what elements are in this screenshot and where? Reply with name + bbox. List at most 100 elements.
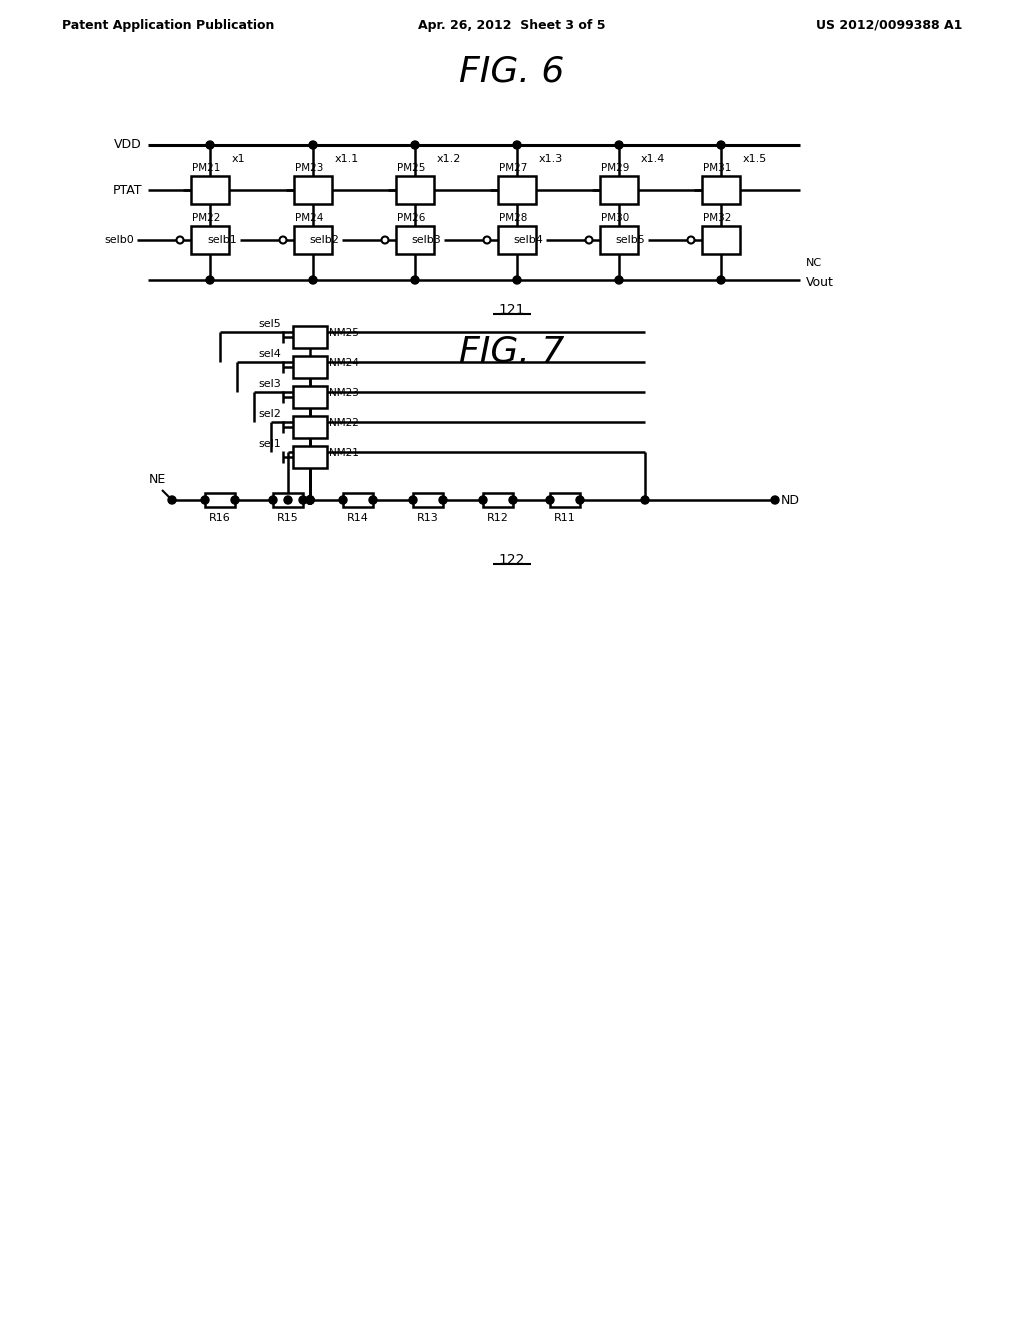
Text: PM27: PM27: [499, 162, 527, 173]
Text: NM25: NM25: [329, 327, 358, 338]
Circle shape: [168, 496, 176, 504]
Text: PM29: PM29: [601, 162, 630, 173]
Bar: [294, 226, 332, 253]
Bar: [396, 226, 434, 253]
Circle shape: [309, 276, 317, 284]
Circle shape: [306, 496, 314, 504]
Text: selb3: selb3: [412, 235, 441, 246]
Text: NE: NE: [148, 473, 166, 486]
Text: PM23: PM23: [295, 162, 324, 173]
Text: sel1: sel1: [258, 440, 281, 449]
Circle shape: [176, 236, 183, 243]
Text: FIG. 7: FIG. 7: [460, 335, 564, 370]
Text: US 2012/0099388 A1: US 2012/0099388 A1: [816, 18, 962, 32]
Circle shape: [231, 496, 239, 504]
Circle shape: [284, 496, 292, 504]
Text: VDD: VDD: [115, 139, 142, 152]
Text: PM26: PM26: [397, 213, 425, 223]
Text: sel2: sel2: [258, 409, 281, 418]
Text: NM22: NM22: [329, 418, 358, 428]
Text: PM25: PM25: [397, 162, 425, 173]
Circle shape: [546, 496, 554, 504]
Text: PM32: PM32: [703, 213, 731, 223]
Circle shape: [409, 496, 417, 504]
Circle shape: [479, 496, 487, 504]
Text: R11: R11: [554, 513, 575, 523]
Circle shape: [306, 496, 314, 504]
Circle shape: [306, 496, 314, 504]
Bar: [294, 176, 332, 205]
Text: ND: ND: [781, 494, 800, 507]
Text: FIG. 6: FIG. 6: [460, 55, 564, 88]
Circle shape: [411, 276, 419, 284]
Text: PTAT: PTAT: [113, 183, 142, 197]
Text: x1: x1: [232, 154, 246, 164]
Text: sel4: sel4: [258, 348, 281, 359]
Circle shape: [411, 141, 419, 149]
Text: x1.4: x1.4: [641, 154, 666, 164]
Text: PM24: PM24: [295, 213, 324, 223]
Circle shape: [717, 141, 725, 149]
Bar: [600, 226, 638, 253]
Text: NM21: NM21: [329, 447, 358, 458]
Circle shape: [382, 236, 388, 243]
Text: x1.1: x1.1: [335, 154, 359, 164]
Text: PM31: PM31: [703, 162, 731, 173]
Text: selb1: selb1: [208, 235, 238, 246]
Text: x1.2: x1.2: [437, 154, 462, 164]
Bar: [205, 492, 234, 507]
Bar: [498, 226, 536, 253]
Text: sel3: sel3: [258, 379, 281, 389]
Bar: [293, 385, 327, 408]
Bar: [343, 492, 373, 507]
Text: x1.5: x1.5: [743, 154, 767, 164]
Text: PM28: PM28: [499, 213, 527, 223]
Circle shape: [513, 141, 521, 149]
Text: NM24: NM24: [329, 358, 358, 368]
Circle shape: [615, 141, 623, 149]
Circle shape: [299, 496, 307, 504]
Text: selb5: selb5: [615, 235, 645, 246]
Bar: [293, 416, 327, 438]
Circle shape: [369, 496, 377, 504]
Circle shape: [206, 141, 214, 149]
Circle shape: [206, 276, 214, 284]
Text: PM30: PM30: [601, 213, 630, 223]
Text: R14: R14: [347, 513, 369, 523]
Text: Vout: Vout: [806, 276, 834, 289]
Circle shape: [575, 496, 584, 504]
Text: R12: R12: [487, 513, 509, 523]
Text: Patent Application Publication: Patent Application Publication: [62, 18, 274, 32]
Text: selb4: selb4: [514, 235, 544, 246]
Circle shape: [201, 496, 209, 504]
Bar: [600, 176, 638, 205]
Bar: [413, 492, 443, 507]
Circle shape: [509, 496, 517, 504]
Circle shape: [717, 276, 725, 284]
Circle shape: [483, 236, 490, 243]
Bar: [191, 226, 229, 253]
Text: NM23: NM23: [329, 388, 358, 399]
Text: R13: R13: [417, 513, 439, 523]
Circle shape: [269, 496, 278, 504]
Bar: [273, 492, 303, 507]
Text: x1.3: x1.3: [539, 154, 563, 164]
Bar: [702, 226, 740, 253]
Text: PM21: PM21: [193, 162, 220, 173]
Text: Apr. 26, 2012  Sheet 3 of 5: Apr. 26, 2012 Sheet 3 of 5: [418, 18, 606, 32]
Text: selb0: selb0: [104, 235, 134, 246]
Text: sel5: sel5: [258, 319, 281, 329]
Circle shape: [586, 236, 593, 243]
Bar: [191, 176, 229, 205]
Circle shape: [687, 236, 694, 243]
Circle shape: [771, 496, 779, 504]
Circle shape: [339, 496, 347, 504]
Text: R15: R15: [278, 513, 299, 523]
Circle shape: [641, 496, 649, 504]
Circle shape: [513, 276, 521, 284]
Bar: [550, 492, 580, 507]
Circle shape: [306, 496, 314, 504]
Bar: [293, 326, 327, 348]
Bar: [483, 492, 513, 507]
Text: 122: 122: [499, 553, 525, 568]
